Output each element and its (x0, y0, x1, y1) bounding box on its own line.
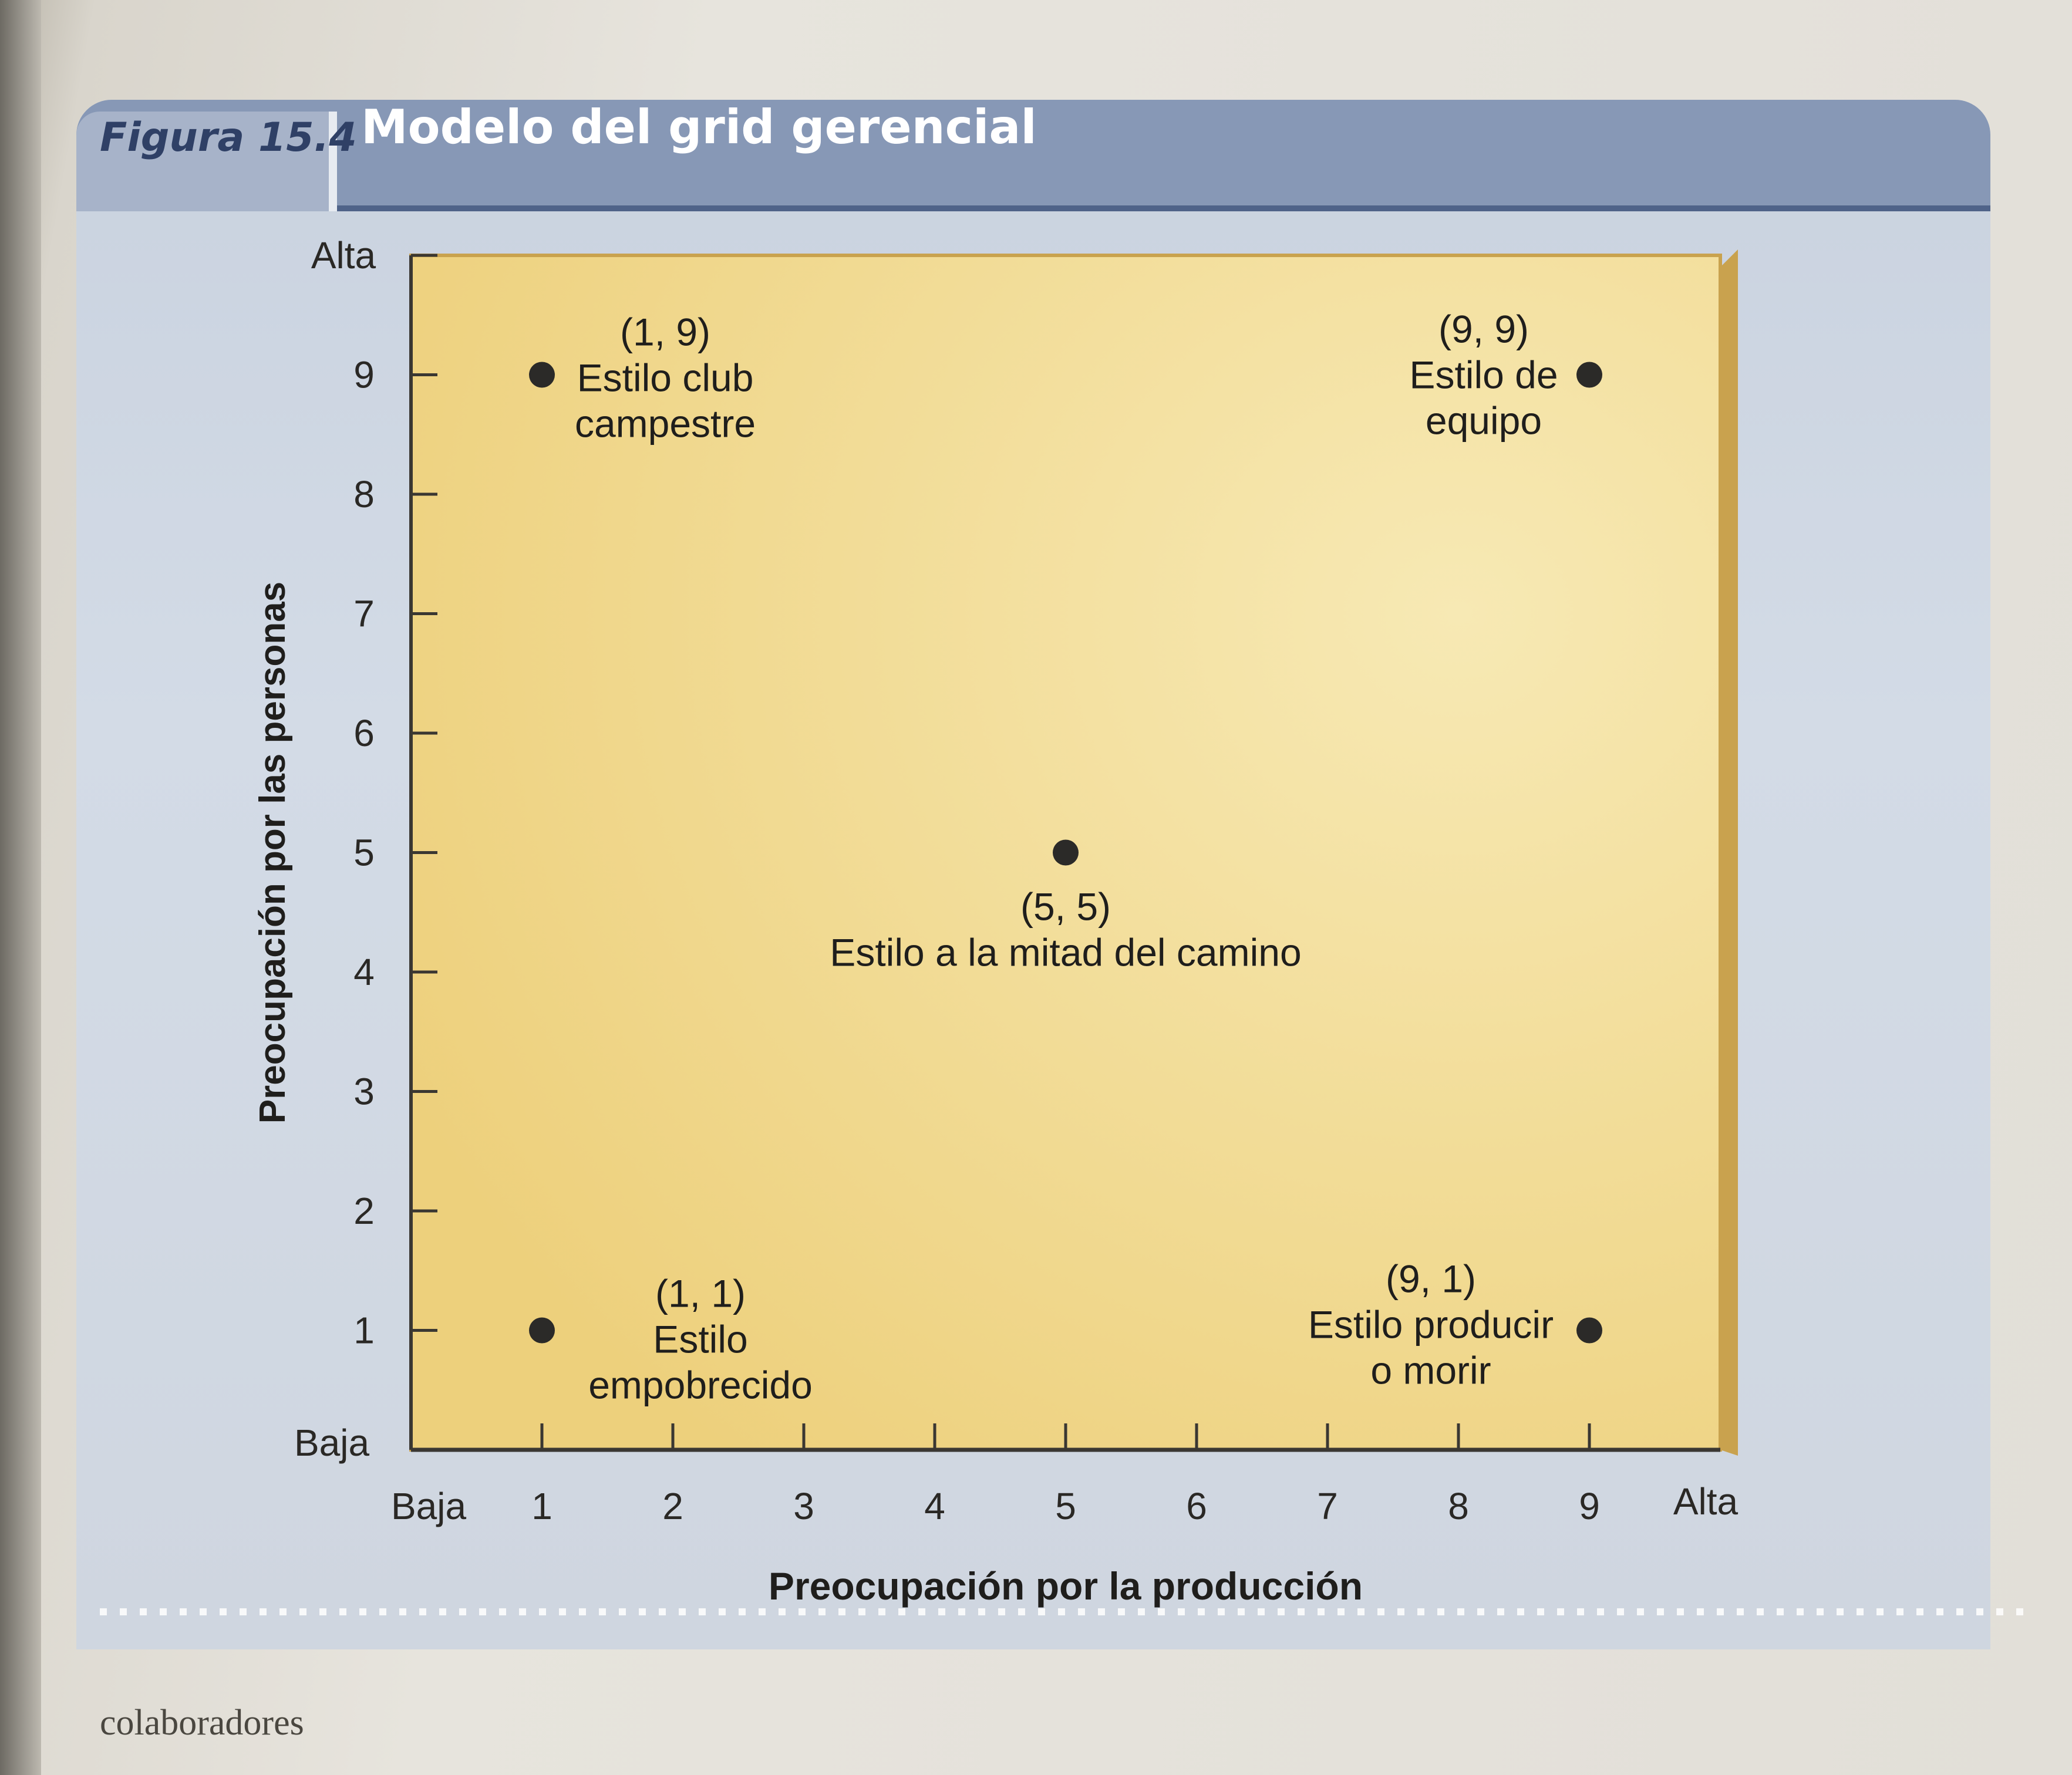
y-low-label: Baja (294, 1422, 370, 1464)
x-tick-label: 9 (1579, 1485, 1600, 1527)
y-tick-label: 1 (353, 1310, 375, 1352)
point-style-label: Estilo producir (1308, 1303, 1554, 1347)
point-style-label: Estilo a la mitad del camino (830, 931, 1301, 974)
figure-bottom-border (100, 1608, 2026, 1615)
data-point (1053, 839, 1079, 866)
data-point (529, 362, 555, 388)
point-style-label: Estilo (653, 1318, 747, 1361)
y-tick-label: 7 (353, 593, 375, 635)
figure-number-tab (76, 112, 337, 211)
y-tick-label: 8 (353, 473, 375, 515)
point-style-label: Estilo club (577, 356, 754, 400)
x-tick-label: 7 (1317, 1485, 1338, 1527)
y-tick-label: 4 (353, 951, 375, 993)
point-style-label: campestre (575, 402, 756, 446)
figure-header (76, 100, 1990, 211)
y-tick-label: 9 (353, 354, 375, 396)
x-tick-label: 2 (662, 1485, 683, 1527)
point-coord-label: (5, 5) (1020, 885, 1111, 929)
x-axis-title: Preocupación por la producción (769, 1564, 1363, 1608)
plot-frame-side (1720, 249, 1738, 1456)
figure-number: Figura 15.4 (100, 114, 357, 161)
body-text-fragment: colaboradores (100, 1703, 304, 1743)
y-high-label: Alta (311, 234, 376, 276)
point-coord-label: (1, 9) (620, 311, 710, 354)
point-style-label: empobrecido (588, 1364, 813, 1407)
x-tick-label: 3 (793, 1485, 814, 1527)
y-axis-title: Preocupación por las personas (252, 582, 293, 1123)
point-coord-label: (9, 1) (1386, 1257, 1476, 1301)
point-coord-label: (9, 9) (1438, 308, 1529, 351)
figure-title: Modelo del grid gerencial (361, 100, 1037, 154)
y-tick-label: 2 (353, 1190, 375, 1232)
x-high-label: Alta (1673, 1480, 1739, 1523)
x-low-label: Baja (391, 1485, 467, 1527)
point-coord-label: (1, 1) (655, 1272, 746, 1315)
data-point (529, 1317, 555, 1344)
point-style-label: equipo (1426, 399, 1542, 443)
x-tick-label: 8 (1448, 1485, 1469, 1527)
y-tick-label: 3 (353, 1071, 375, 1113)
x-tick-label: 4 (924, 1485, 945, 1527)
point-style-label: o morir (1370, 1349, 1491, 1392)
x-tick-label: 6 (1186, 1485, 1207, 1527)
page-gutter (0, 0, 41, 1775)
x-tick-label: 5 (1055, 1485, 1076, 1527)
data-point (1576, 362, 1602, 388)
y-tick-label: 5 (353, 832, 375, 874)
x-tick-label: 1 (531, 1485, 552, 1527)
y-tick-label: 6 (353, 712, 375, 754)
point-style-label: Estilo de (1409, 353, 1558, 397)
data-point (1576, 1317, 1602, 1344)
